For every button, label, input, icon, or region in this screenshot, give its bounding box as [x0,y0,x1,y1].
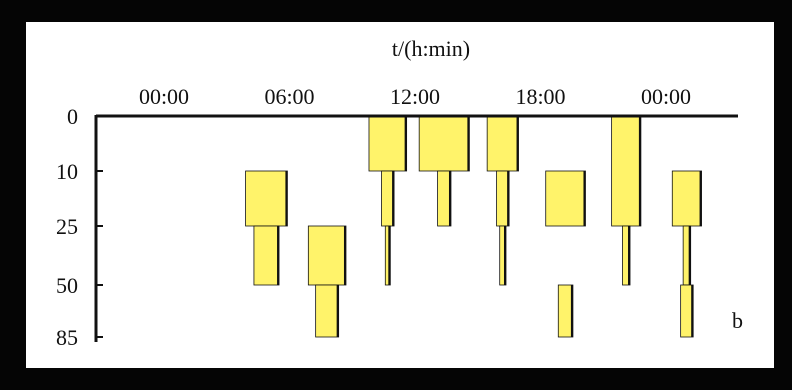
bar-segment [437,170,452,227]
bar-shadow-edge [583,171,586,226]
bar-segment [253,225,280,286]
x-tick-label: 00:00 [641,84,691,109]
bar-column [486,115,519,286]
bar-segment [557,284,574,338]
bar-shadow-edge [516,116,519,171]
y-tick-labels: 0 10 25 50 85 [56,104,78,350]
x-tick-label: 18:00 [515,84,565,109]
bar-shadow-edge [691,285,694,337]
bar-segment [545,170,586,227]
bar-segment [486,115,519,172]
x-tick-label: 00:00 [139,84,189,109]
bar-column [418,115,470,227]
panel-label: b [732,308,743,333]
depth-time-chart: t/(h:min) 00:00 06:00 12:00 18:00 00:00 0 10 2… [56,36,743,350]
bar-shadow-edge [388,226,391,285]
bar-segment [245,170,288,227]
y-tick-label: 0 [67,104,78,129]
bar-shadow-edge [404,116,407,171]
bar-shadow-edge [570,285,573,337]
bar-shadow-edge [628,226,631,285]
bar-segment [418,115,470,172]
y-tick-label: 10 [56,159,78,184]
bar-shadow-edge [699,171,702,226]
bar-segment [671,170,702,227]
bar-segment [307,225,347,286]
bar-shadow-edge [503,226,506,285]
depth-bars [245,115,702,338]
bar-shadow-edge [448,171,451,226]
x-tick-label: 12:00 [390,84,440,109]
bar-shadow-edge [343,226,346,285]
x-tick-label: 06:00 [264,84,314,109]
bar-column [307,225,347,338]
axes [94,114,738,342]
bar-shadow-edge [638,116,641,226]
chart-panel: t/(h:min) 00:00 06:00 12:00 18:00 00:00 0 10 2… [26,22,774,368]
y-tick-label: 50 [56,273,78,298]
bar-shadow-edge [392,171,395,226]
bar-segment [315,284,340,338]
bar-shadow-edge [688,226,691,285]
x-axis-title: t/(h:min) [392,36,470,61]
bar-shadow-edge [285,171,288,226]
bar-column [545,170,586,338]
bar-shadow-edge [277,226,280,285]
bar-segment [622,225,631,286]
bar-column [611,115,642,286]
bar-column [671,170,702,338]
bar-column [368,115,408,286]
y-tick-label: 85 [56,325,78,350]
bar-segment [611,115,642,227]
bar-shadow-edge [467,116,470,171]
y-tick-label: 25 [56,214,78,239]
bar-shadow-edge [507,171,510,226]
bar-segment [368,115,408,172]
bar-column [245,170,288,286]
bar-shadow-edge [336,285,339,337]
x-tick-labels: 00:00 06:00 12:00 18:00 00:00 [139,84,691,109]
